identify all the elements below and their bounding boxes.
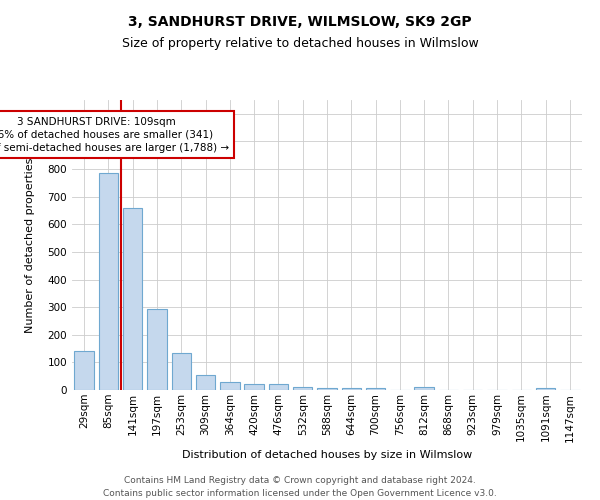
Bar [123,208,142,390]
Bar [244,384,264,390]
Text: Contains HM Land Registry data © Crown copyright and database right 2024.
Contai: Contains HM Land Registry data © Crown c… [103,476,497,498]
Bar [147,308,167,390]
Bar [341,388,361,390]
Bar [99,173,118,390]
Bar [536,388,555,390]
Bar [220,382,239,390]
Text: Size of property relative to detached houses in Wilmslow: Size of property relative to detached ho… [122,38,478,51]
Bar [269,384,288,390]
Bar [415,387,434,390]
Text: 3, SANDHURST DRIVE, WILMSLOW, SK9 2GP: 3, SANDHURST DRIVE, WILMSLOW, SK9 2GP [128,15,472,29]
Bar [172,352,191,390]
Bar [196,375,215,390]
X-axis label: Distribution of detached houses by size in Wilmslow: Distribution of detached houses by size … [182,450,472,460]
Y-axis label: Number of detached properties: Number of detached properties [25,158,35,332]
Bar [293,386,313,390]
Text: 3 SANDHURST DRIVE: 109sqm
← 16% of detached houses are smaller (341)
84% of semi: 3 SANDHURST DRIVE: 109sqm ← 16% of detac… [0,116,229,153]
Bar [317,388,337,390]
Bar [74,352,94,390]
Bar [366,388,385,390]
